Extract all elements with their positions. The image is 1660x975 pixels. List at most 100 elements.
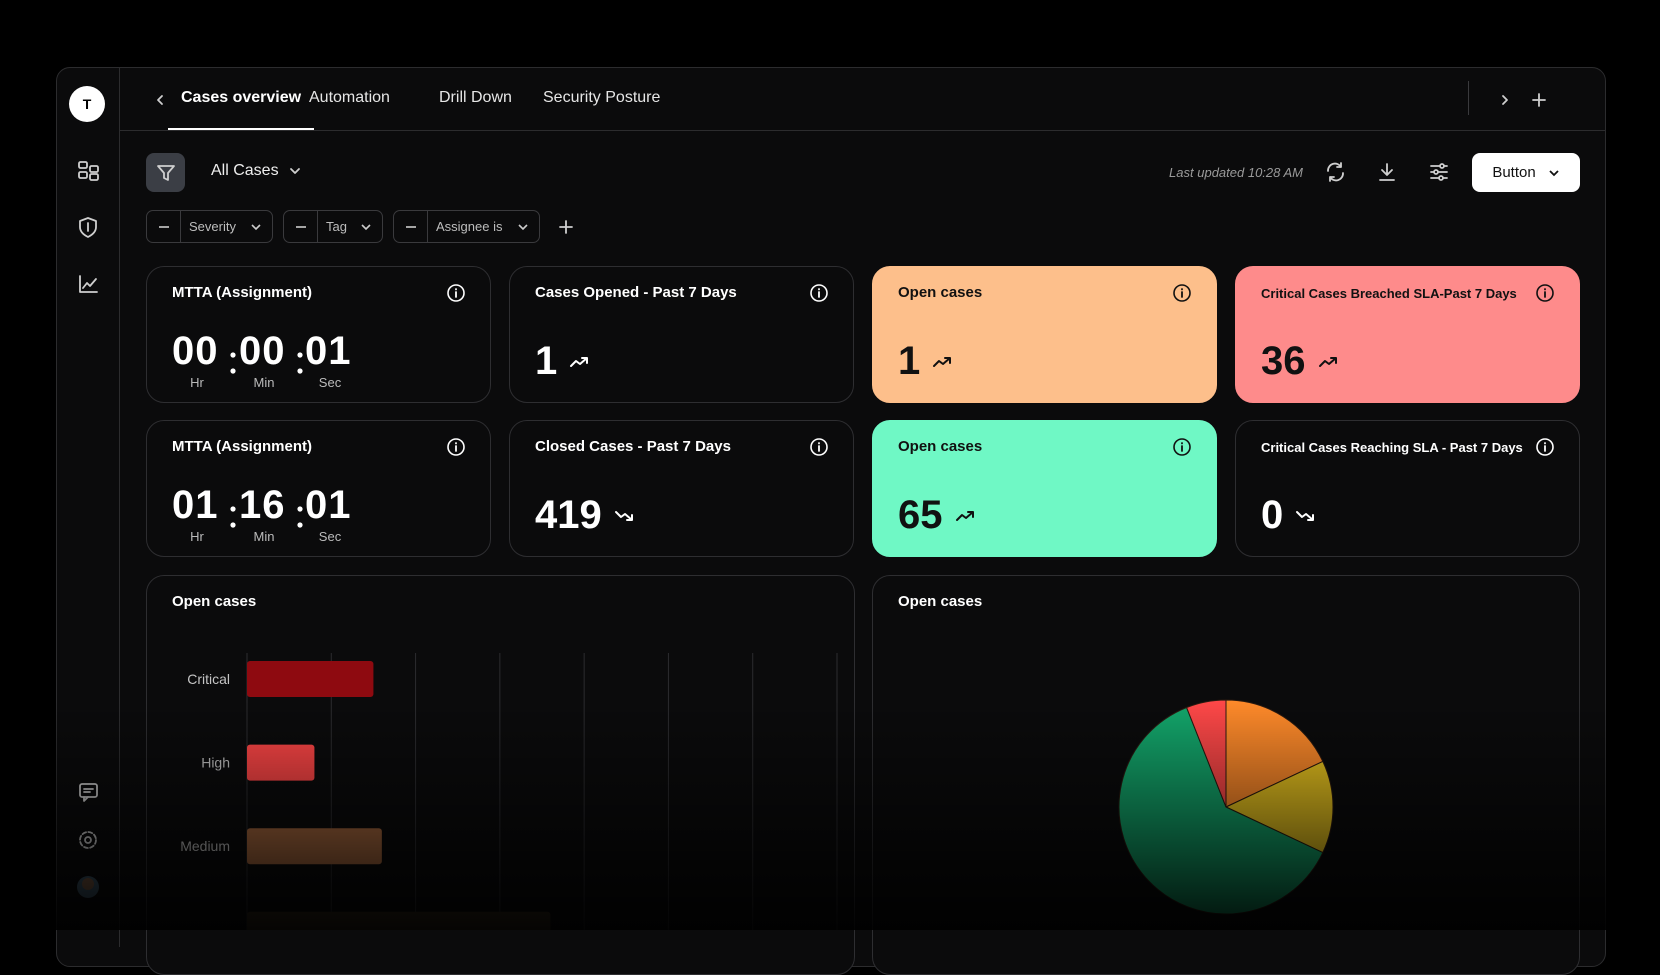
tab-bar: Cases overview Automation Drill Down Securi… [120,67,1606,131]
stat-value: 65 [898,493,975,538]
card-title: Open cases [898,284,983,301]
trend-glyph [1296,510,1315,521]
tabs-next[interactable] [1500,93,1510,107]
timer-colon [297,352,303,374]
colon-dot [230,368,236,374]
view-label: All Cases [211,162,279,179]
timer-value: 16 [239,483,286,527]
minus-icon [295,225,306,228]
info-ring [447,438,465,456]
trend-icon [1296,510,1315,521]
stat-value: 1 [535,339,589,384]
chart-title: Open cases [898,593,983,610]
filter-icon [156,164,175,181]
category-label: Medium [180,838,230,854]
info-icon[interactable] [1535,437,1555,457]
trend-glyph [933,356,952,367]
button-label: Button [1492,164,1536,181]
stat-value: 1 [898,339,952,384]
timer-unit: Sec [318,375,342,390]
tab[interactable]: Security Posture [543,89,661,106]
info-icon[interactable] [446,437,466,457]
chevron [1549,169,1559,176]
info-icon[interactable] [1172,283,1192,303]
filter-chip[interactable]: Severity [146,210,273,243]
info-icon[interactable] [809,283,829,303]
chevron-glyph [251,223,261,230]
add-filter[interactable] [558,219,574,235]
info-ring [447,284,465,302]
timer-unit: Min [253,375,275,390]
stat-card: MTTA (Assignment) 01 Hr 16 Min 01 Sec [146,420,491,557]
category-label: Critical [187,671,230,687]
bar [247,911,551,930]
view-select[interactable]: All Cases [211,162,301,180]
bar [247,661,374,697]
tab[interactable]: Cases overview [168,89,315,130]
stat-card: Cases Opened - Past 7 Days 1 [509,266,854,403]
colon-dot [297,522,303,528]
info-ring [1536,438,1554,456]
nav-icon[interactable] [79,217,97,238]
nav-icon[interactable] [79,275,98,293]
info-icon[interactable] [1172,437,1192,457]
stat-value: 0 [1261,493,1315,538]
timer-colon [230,506,236,528]
info-ring [810,438,828,456]
filter-label: Assignee is [436,219,503,234]
card-title: MTTA (Assignment) [172,284,312,301]
stat-value: 36 [1261,339,1338,384]
timer-colon [297,506,303,528]
info-icon[interactable] [1535,283,1555,303]
chevron [289,168,300,174]
timer-unit: Hr [190,375,204,390]
tab[interactable]: Drill Down [439,89,512,106]
primary-button[interactable]: Button [1472,153,1580,192]
minus-icon [158,225,169,228]
info-ring [810,284,828,302]
card-title: Closed Cases - Past 7 Days [535,438,731,455]
timer-value: 00 [172,329,219,373]
chevron [251,223,261,230]
avatar[interactable]: T [69,86,105,122]
add-tab[interactable] [1531,92,1547,108]
timer-value: 01 [305,329,352,373]
timer-colon [230,352,236,374]
card-title: Open cases [898,438,983,455]
info-icon[interactable] [809,437,829,457]
remove-filter[interactable] [147,211,181,242]
remove-filter[interactable] [284,211,318,242]
chevron-glyph [361,223,371,230]
stat-card: Open cases 65 [872,420,1217,557]
trend-icon [933,356,952,367]
stat-card: Critical Cases Reaching SLA - Past 7 Day… [1235,420,1580,557]
stat-card: Open cases 1 [872,266,1217,403]
card-title: Critical Cases Breached SLA-Past 7 Days [1261,286,1517,301]
chevron [518,223,528,230]
refresh-button[interactable] [1324,161,1348,183]
timer-unit: Hr [190,529,204,544]
filter-button[interactable] [146,153,185,192]
nav-icon[interactable] [78,161,99,181]
tabs-prev[interactable] [156,93,166,107]
remove-filter[interactable] [394,211,428,242]
timer-value: 00 [239,329,286,373]
download-button[interactable] [1376,161,1398,183]
trend-icon [570,356,589,367]
settings-button[interactable] [1428,161,1450,183]
trend-icon [614,510,633,521]
trend-glyph [1318,356,1337,367]
colon-dot [297,368,303,374]
stat-card: Critical Cases Breached SLA-Past 7 Days 3… [1235,266,1580,403]
colon-dot [230,522,236,528]
timer-value: 01 [305,483,352,527]
last-updated: Last updated 10:28 AM [1169,165,1303,180]
stat-card: MTTA (Assignment) 00 Hr 00 Min 01 Sec [146,266,491,403]
chart-title: Open cases [172,593,257,610]
filter-chip[interactable]: Assignee is [393,210,540,243]
filter-label: Severity [189,219,236,234]
tab[interactable]: Automation [309,89,390,106]
filter-chip[interactable]: Tag [283,210,383,243]
info-icon[interactable] [446,283,466,303]
colon-dot [297,506,303,512]
